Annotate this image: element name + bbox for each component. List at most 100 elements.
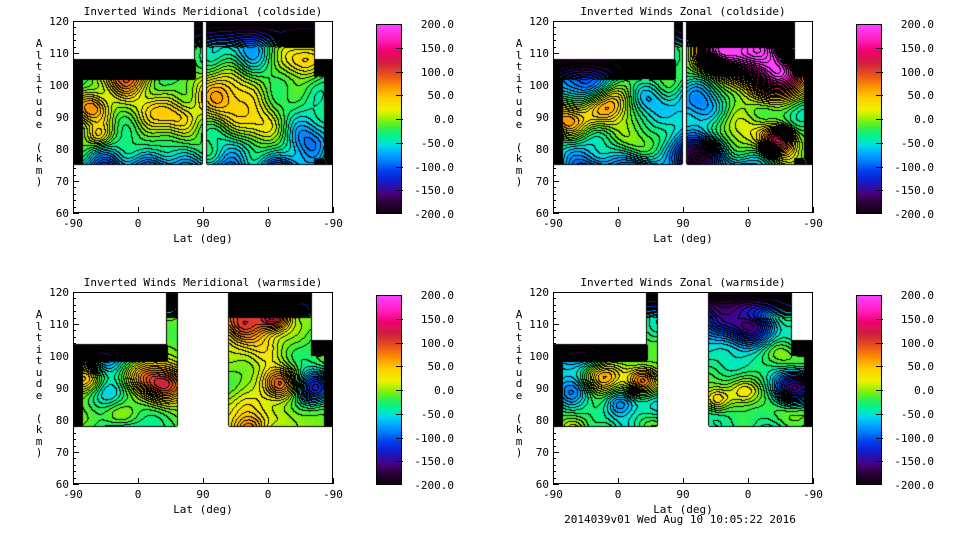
y-minor-tick <box>73 65 76 67</box>
y-tick-label: 70 <box>55 175 69 188</box>
y-axis-label-char: i <box>515 342 523 356</box>
y-minor-tick <box>73 97 76 99</box>
y-minor-tick <box>553 368 556 370</box>
colorbar-tick-label: 100.0 <box>420 65 454 79</box>
colorbar-tick-label: 200.0 <box>420 18 454 31</box>
colorbar-tick-mark <box>876 119 883 120</box>
y-tick-mark <box>553 452 559 453</box>
y-tick-mark <box>553 420 559 421</box>
x-tick-mark <box>203 478 204 484</box>
y-tick-mark <box>553 181 559 182</box>
x-tick-mark <box>618 207 619 213</box>
x-tick-label: 0 <box>264 488 272 501</box>
y-minor-tick <box>553 110 556 112</box>
y-tick-mark <box>73 213 79 214</box>
x-tick-mark <box>203 207 204 213</box>
x-tick-mark <box>553 478 554 484</box>
y-axis-label-char: u <box>515 94 523 108</box>
colorbar-tick-mark <box>396 437 403 439</box>
y-minor-tick <box>73 129 76 131</box>
y-minor-tick <box>73 439 76 441</box>
colorbar-tick-label: -50.0 <box>420 407 454 421</box>
y-minor-tick <box>73 336 76 338</box>
colorbar-tick-label: 200.0 <box>420 289 454 302</box>
y-tick-label: 90 <box>55 382 69 395</box>
y-tick-label: 90 <box>55 111 69 124</box>
y-axis-label-char: m <box>35 163 43 177</box>
x-axis-label: Lat (deg) <box>653 232 713 245</box>
y-minor-tick <box>553 142 556 144</box>
y-tick-label: 80 <box>55 414 69 427</box>
y-tick-label: 110 <box>529 318 549 331</box>
x-tick-mark <box>813 478 814 484</box>
colorbar-tick-label: -150.0 <box>414 455 454 469</box>
y-minor-tick <box>73 46 76 48</box>
y-axis-label-char <box>33 130 45 142</box>
colorbar-tick-label: -200.0 <box>414 479 454 492</box>
y-minor-tick <box>553 311 556 313</box>
y-tick-label: 100 <box>529 79 549 92</box>
colorbar-tick-mark <box>876 47 883 49</box>
y-minor-tick <box>553 155 556 157</box>
y-minor-tick <box>73 91 76 93</box>
y-axis-label-char: t <box>515 83 523 96</box>
y-minor-tick <box>553 400 556 402</box>
y-minor-tick <box>73 142 76 144</box>
y-axis-label-char: i <box>515 71 523 85</box>
y-tick-label: 120 <box>529 15 549 28</box>
y-minor-tick <box>73 477 76 479</box>
y-minor-tick <box>553 97 556 99</box>
y-minor-tick <box>73 187 76 189</box>
x-tick-label: -90 <box>63 217 83 230</box>
x-tick-label: 0 <box>744 488 752 501</box>
y-minor-tick <box>73 304 76 306</box>
y-axis-label-char: l <box>35 319 43 333</box>
y-minor-tick <box>73 471 76 473</box>
y-minor-tick <box>73 362 76 364</box>
y-minor-tick <box>73 407 76 409</box>
y-tick-mark <box>73 452 79 453</box>
colorbar-tick-label: 150.0 <box>420 312 454 326</box>
x-tick-label: 90 <box>196 488 210 501</box>
y-minor-tick <box>553 123 556 125</box>
y-tick-label: 110 <box>49 318 69 331</box>
colorbar-tick-label: -50.0 <box>900 407 934 421</box>
y-minor-tick <box>73 72 76 74</box>
colorbar-tick-mark <box>396 366 403 368</box>
y-minor-tick <box>73 40 76 42</box>
y-axis-label-char: e <box>515 388 523 402</box>
y-tick-mark <box>73 388 79 389</box>
x-tick-label: -90 <box>543 488 563 501</box>
colorbar-tick-mark <box>396 95 403 97</box>
y-minor-tick <box>73 330 76 332</box>
y-axis-label-char: i <box>35 342 43 356</box>
y-minor-tick <box>553 317 556 319</box>
y-tick-label: 120 <box>49 286 69 299</box>
colorbar-tick-mark <box>876 142 883 144</box>
y-axis-label-char: ) <box>515 446 523 459</box>
colorbar-tick-mark <box>876 461 883 463</box>
y-minor-tick <box>73 155 76 157</box>
x-tick-label: 0 <box>134 217 142 230</box>
y-minor-tick <box>553 330 556 332</box>
x-tick-label: 0 <box>614 488 622 501</box>
y-tick-mark <box>73 484 79 485</box>
colorbar-tick-label: 50.0 <box>427 89 455 103</box>
x-tick-mark <box>268 478 269 484</box>
y-axis-label-char: i <box>35 71 43 85</box>
y-tick-mark <box>553 149 559 150</box>
y-minor-tick <box>73 375 76 377</box>
y-tick-label: 90 <box>535 111 549 124</box>
colorbar-tick-mark <box>876 318 883 320</box>
y-minor-tick <box>73 123 76 125</box>
colorbar-tick-mark <box>396 71 403 73</box>
y-tick-label: 110 <box>49 47 69 60</box>
y-tick-mark <box>553 292 559 293</box>
y-tick-label: 120 <box>529 286 549 299</box>
x-tick-mark <box>748 207 749 213</box>
y-axis-label-char: d <box>35 106 43 119</box>
panel-title: Inverted Winds Meridional (coldside) <box>83 5 323 18</box>
